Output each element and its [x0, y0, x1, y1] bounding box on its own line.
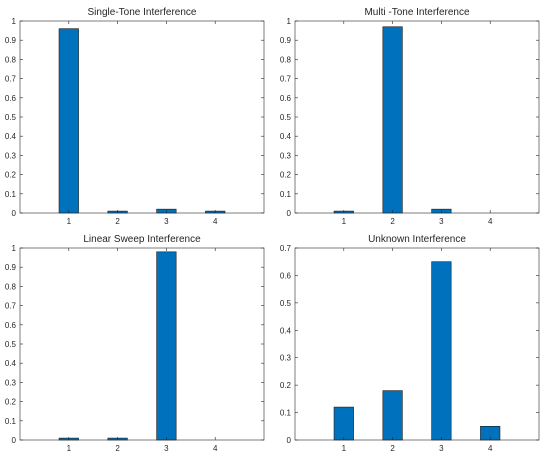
y-tick-label: 0.7 — [5, 75, 17, 84]
y-tick-label: 0.6 — [5, 94, 17, 103]
y-tick-label: 0.1 — [5, 417, 17, 426]
y-tick-label: 1 — [12, 17, 17, 26]
bar-3 — [156, 251, 177, 441]
plot-area — [19, 247, 265, 441]
chart-panel-1: Single-Tone Interference 0 0.1 0.2 0.3 0.4 0.5… — [5, 7, 265, 226]
chart-panel-3: Linear Sweep Interference 0 0.1 0.2 0.3 0.4 0.… — [5, 234, 265, 453]
y-tick-label: 0.3 — [280, 151, 292, 160]
chart-panel-2: Multi -Tone Interference 0 0.1 0.2 0.3 0.4 0.5… — [280, 7, 540, 226]
y-tick-label: 0.5 — [5, 113, 17, 122]
y-tick-label: 0.4 — [5, 359, 17, 368]
y-tick-label: 0.2 — [280, 171, 292, 180]
y-tick-label: 0.2 — [5, 398, 17, 407]
x-tick-label: 4 — [488, 444, 493, 453]
plot-area — [19, 20, 265, 214]
chart-panel-4: Unknown Interference 0 0.1 0.2 0.3 0.4 0.5 0.6 0… — [280, 234, 540, 453]
y-tick-label: 0.2 — [280, 381, 292, 390]
x-tick-label: 2 — [115, 444, 120, 453]
y-tick-label: 0.1 — [280, 190, 292, 199]
y-tick-label: 0.7 — [5, 302, 17, 311]
y-tick-label: 0.6 — [5, 321, 17, 330]
x-tick-label: 1 — [67, 217, 72, 226]
y-tick-label: 0.5 — [5, 340, 17, 349]
x-tick-label: 1 — [342, 444, 347, 453]
y-tick-label: 0.5 — [280, 299, 292, 308]
plot-area — [294, 20, 540, 214]
y-tick-label: 0.8 — [5, 282, 17, 291]
x-tick-label: 3 — [164, 444, 169, 453]
x-tick-label: 2 — [390, 444, 395, 453]
bar-1 — [333, 406, 354, 441]
y-tick-label: 0 — [287, 436, 292, 445]
bar-3 — [431, 261, 452, 441]
x-tick-label: 4 — [488, 217, 493, 226]
y-tick-label: 0.9 — [5, 36, 17, 45]
y-tick-label: 0.4 — [280, 326, 292, 335]
y-tick-label: 0.4 — [280, 132, 292, 141]
x-tick-label: 1 — [342, 217, 347, 226]
y-tick-label: 0.1 — [5, 190, 17, 199]
y-tick-label: 0.6 — [280, 94, 292, 103]
chart-title: Linear Sweep Interference — [83, 234, 201, 245]
y-tick-label: 0.6 — [280, 271, 292, 280]
y-tick-label: 0.3 — [5, 151, 17, 160]
y-tick-label: 0 — [12, 436, 17, 445]
y-tick-label: 0.5 — [280, 113, 292, 122]
y-tick-label: 0.1 — [280, 409, 292, 418]
chart-title: Single-Tone Interference — [88, 7, 197, 18]
plot-area — [294, 247, 540, 441]
chart-title: Multi -Tone Interference — [364, 7, 469, 18]
chart-title: Unknown Interference — [368, 234, 466, 245]
y-tick-label: 0.9 — [280, 36, 292, 45]
x-tick-label: 3 — [439, 444, 444, 453]
y-tick-label: 0.8 — [5, 55, 17, 64]
y-tick-label: 0 — [287, 209, 292, 218]
y-tick-label: 0.4 — [5, 132, 17, 141]
bar-1 — [58, 28, 79, 214]
x-tick-label: 3 — [439, 217, 444, 226]
y-tick-label: 0.3 — [280, 354, 292, 363]
y-tick-label: 0.3 — [5, 378, 17, 387]
y-tick-label: 0 — [12, 209, 17, 218]
y-tick-label: 1 — [287, 17, 292, 26]
x-tick-label: 1 — [67, 444, 72, 453]
y-tick-label: 0.8 — [280, 55, 292, 64]
bar-2 — [382, 26, 403, 214]
x-tick-label: 4 — [213, 217, 218, 226]
bar-2 — [382, 390, 403, 441]
y-tick-label: 0.7 — [280, 244, 292, 253]
x-tick-label: 4 — [213, 444, 218, 453]
x-tick-label: 3 — [164, 217, 169, 226]
y-tick-label: 0.9 — [5, 263, 17, 272]
y-tick-label: 1 — [12, 244, 17, 253]
y-tick-label: 0.2 — [5, 171, 17, 180]
x-tick-label: 2 — [390, 217, 395, 226]
y-tick-label: 0.7 — [280, 75, 292, 84]
x-tick-label: 2 — [115, 217, 120, 226]
